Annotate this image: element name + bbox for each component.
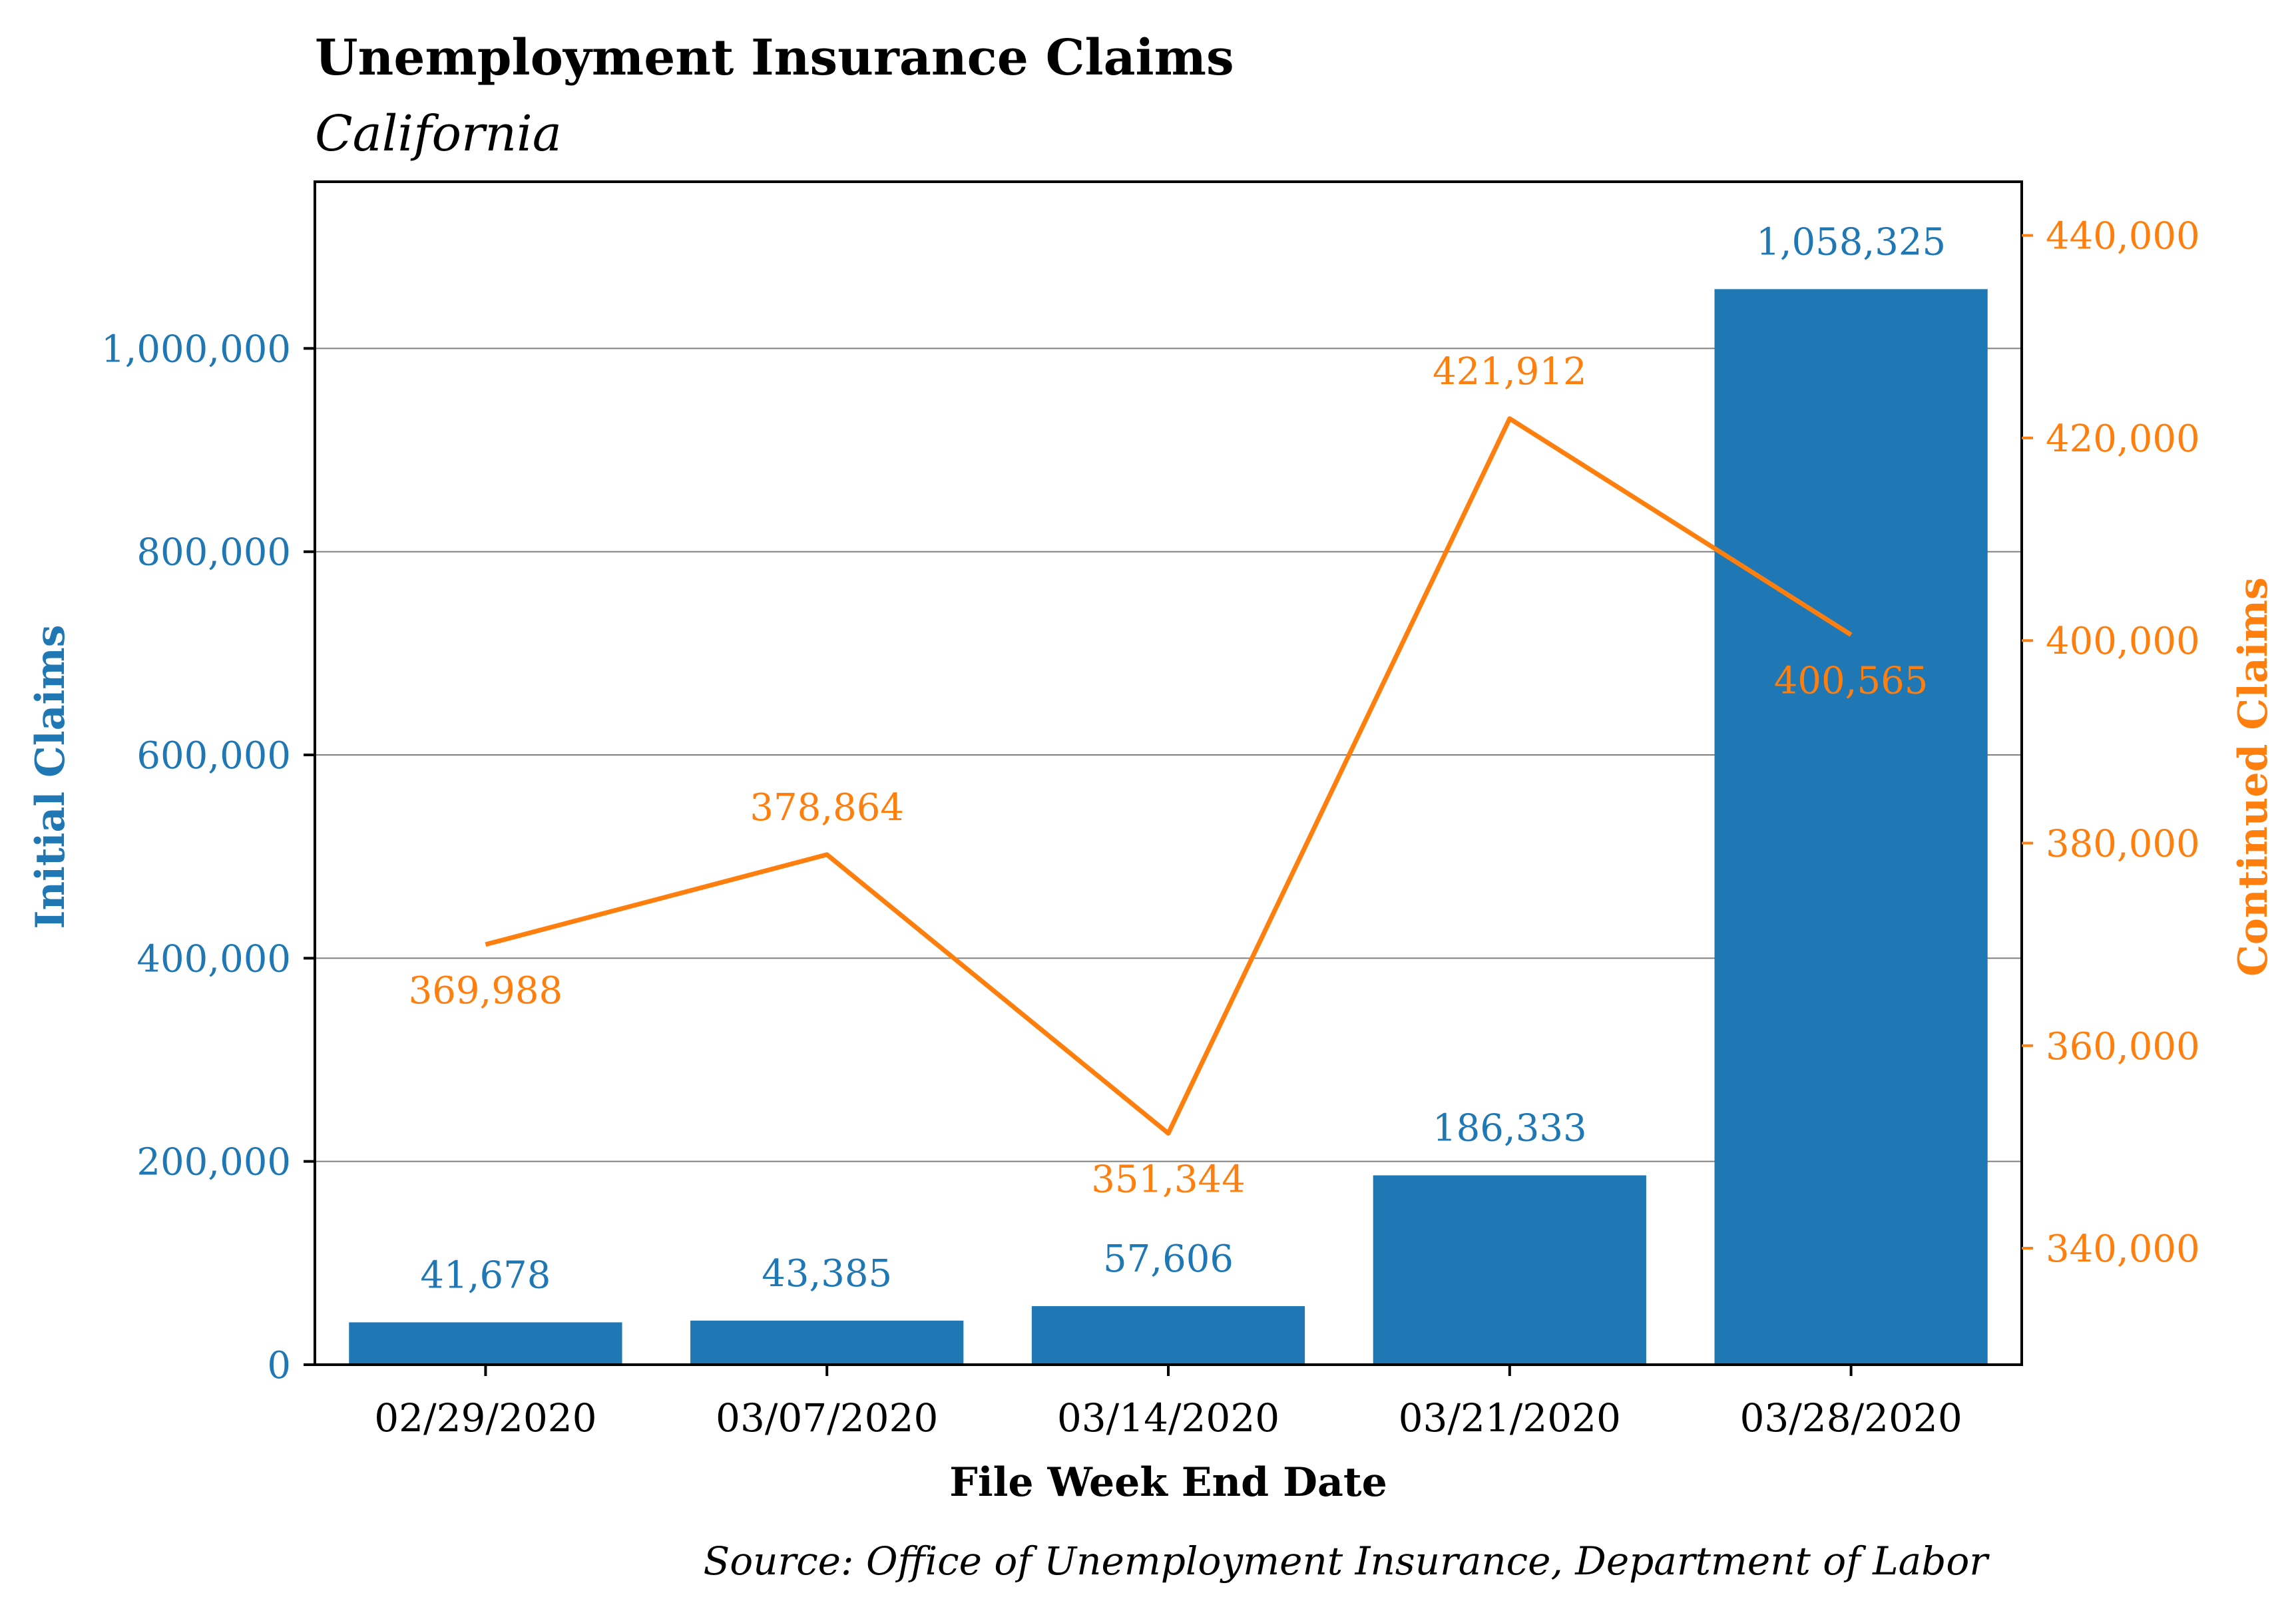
bar-value-label: 41,678	[420, 1254, 551, 1297]
y-axis-left-label: Initial Claims	[27, 624, 74, 929]
source-note: Source: Office of Unemployment Insurance…	[703, 1538, 1990, 1584]
line-value-label: 421,912	[1433, 350, 1587, 393]
y-left-tick-label: 0	[267, 1344, 291, 1387]
bar-initial-claims	[1031, 1306, 1305, 1365]
data-labels: 41,678 43,385 57,606 186,333 1,058,325 369,98…	[409, 220, 1946, 1297]
y-left-tick-label: 600,000	[136, 734, 291, 778]
bar-initial-claims	[349, 1322, 622, 1365]
x-tick-label: 03/14/2020	[1057, 1395, 1279, 1441]
y-right-tick-label: 400,000	[2046, 620, 2200, 663]
bar-value-label: 57,606	[1103, 1238, 1234, 1281]
bar-value-label: 1,058,325	[1756, 220, 1946, 264]
x-tick-label: 03/28/2020	[1739, 1395, 1962, 1441]
line-value-label: 369,988	[409, 969, 563, 1013]
chart-title: Unemployment Insurance Claims	[315, 29, 1234, 87]
x-tick-label: 03/21/2020	[1399, 1395, 1621, 1441]
bar-initial-claims	[1373, 1175, 1646, 1365]
continued-claims-line-group	[485, 416, 1853, 1136]
bar-initial-claims	[690, 1320, 964, 1365]
line-value-label: 351,344	[1091, 1158, 1246, 1201]
y-right-tick-label: 420,000	[2046, 417, 2200, 461]
y-left-tick-label: 1,000,000	[101, 328, 291, 371]
chart-subtitle: California	[315, 105, 562, 162]
y-axis-right-label: Continued Claims	[2230, 577, 2277, 977]
y-left-tick-label: 200,000	[136, 1141, 291, 1184]
x-tick-label: 03/07/2020	[716, 1395, 938, 1441]
line-value-label: 400,565	[1774, 660, 1929, 703]
y-right-tick-label: 340,000	[2046, 1228, 2200, 1271]
x-axis-label: File Week End Date	[949, 1459, 1387, 1506]
y-right-tick-label: 380,000	[2046, 822, 2200, 865]
axes: 0 200,000 400,000 600,000 800,000 1,000,000 34…	[101, 215, 2200, 1441]
y-left-tick-label: 400,000	[136, 937, 291, 981]
y-left-tick-label: 800,000	[136, 531, 291, 575]
x-tick-label: 02/29/2020	[374, 1395, 596, 1441]
line-value-label: 378,864	[750, 786, 904, 829]
bar-initial-claims	[1714, 289, 1988, 1365]
bar-value-label: 186,333	[1433, 1107, 1587, 1150]
y-right-tick-label: 360,000	[2046, 1025, 2200, 1068]
bars	[349, 289, 1988, 1365]
y-right-tick-label: 440,000	[2046, 215, 2200, 258]
bar-value-label: 43,385	[762, 1252, 892, 1295]
